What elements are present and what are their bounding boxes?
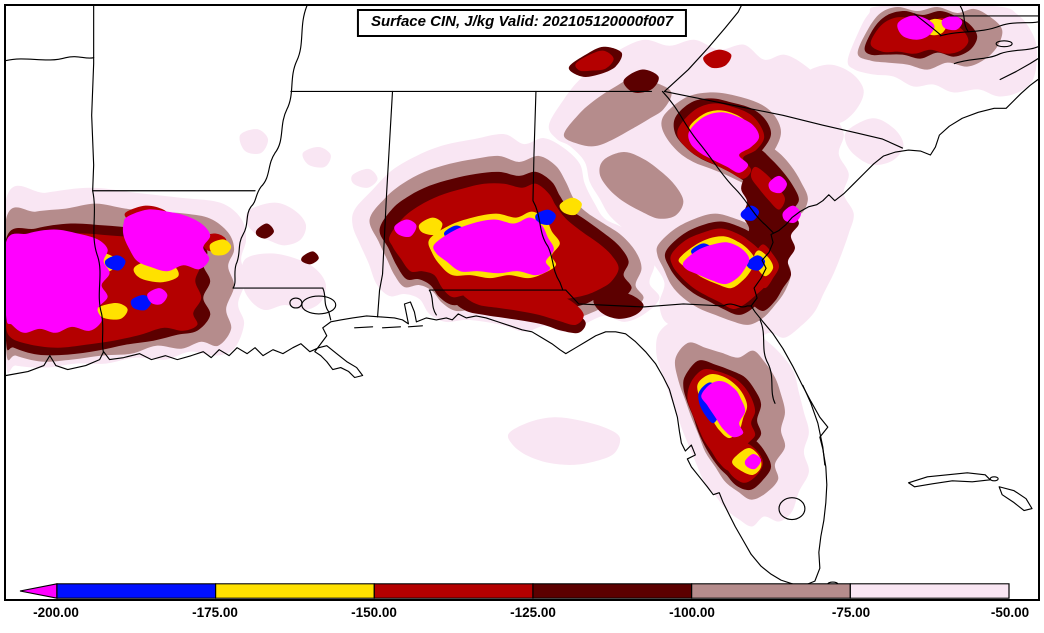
cin-region-red [575, 50, 614, 72]
cin-region-lightpink [800, 64, 864, 124]
colorbar-segment-blue [56, 583, 217, 599]
geography-layer [6, 6, 1038, 594]
cin-region-yellow [209, 239, 232, 256]
colorbar-tick-label: -75.00 [831, 605, 871, 620]
cin-region-lightpink [507, 417, 621, 465]
map-canvas [6, 6, 1038, 594]
cin-region-blue [130, 295, 152, 311]
colorbar-tick-label: -50.00 [990, 605, 1030, 620]
cin-region-lightpink [351, 168, 378, 188]
colorbar-canvas [19, 583, 1010, 599]
map-title: Surface CIN, J/kg Valid: 202105120000f00… [356, 9, 688, 37]
colorbar-segment-yellow [215, 583, 375, 599]
river-mississippi [232, 6, 308, 289]
colorbar-tick-label: -125.00 [510, 605, 556, 620]
barrier-islands-ms [354, 325, 423, 329]
cin-region-magenta [941, 15, 963, 31]
cin-region-blue [740, 205, 760, 221]
state-line-ms-al [376, 90, 394, 318]
cin-region-magenta [688, 112, 760, 173]
cin-region-lightpink [844, 118, 904, 166]
river-arkansas [6, 56, 95, 62]
lagoon-indian-river [802, 384, 826, 466]
cin-region-magenta [744, 453, 762, 470]
colorbar-tick-label: -150.00 [351, 605, 397, 620]
river-pearl [322, 287, 332, 321]
colorbar-tick-label: -200.00 [33, 605, 79, 620]
cin-region-yellow [95, 302, 128, 320]
cin-region-lightpink [245, 202, 307, 246]
cin-region-maroon [301, 251, 319, 265]
cin-region-magenta [394, 219, 417, 238]
cin-region-magenta [433, 217, 554, 276]
state-line-ga-sc [661, 90, 774, 234]
colorbar-segment-mauve [691, 583, 851, 599]
state-line-tx-ar [91, 6, 95, 192]
cin-region-lightpink [239, 129, 269, 155]
cin-region-maroon [593, 290, 644, 319]
colorbar-tick-label: -175.00 [192, 605, 238, 620]
cin-region-maroon [255, 223, 274, 239]
state-line-tn-nc [663, 6, 742, 92]
cin-region-blue [746, 255, 766, 271]
river-perdido [428, 289, 437, 316]
cin-region-magenta [782, 205, 801, 223]
colorbar-segment-red [373, 583, 534, 599]
cin-region-red [459, 275, 584, 326]
cin-region-yellow [418, 217, 443, 236]
cin-colorbar [18, 582, 1010, 600]
cin-region-magenta [682, 242, 750, 285]
lake-mattamuskeet [995, 40, 1013, 48]
barrier-islands-nc [999, 58, 1038, 81]
colorbar-tick-row: -200.00 -175.00 -150.00 -125.00 -100.00 -75.0… [0, 605, 1044, 625]
cin-region-mauve [563, 76, 672, 147]
sound-albemarle [939, 21, 1038, 37]
cin-region-red [750, 166, 785, 210]
colorbar-segment-maroon [532, 583, 693, 599]
colorbar-segment-lightpink [849, 583, 1010, 599]
cin-region-red [703, 49, 732, 69]
cin-region-magenta [147, 288, 168, 305]
cin-region-magenta [6, 229, 110, 333]
lake-maurepas [289, 297, 303, 309]
colorbar-underflow-arrow [19, 583, 58, 599]
cin-region-yellow [559, 197, 582, 216]
cin-region-magenta [897, 15, 935, 40]
cin-region-blue [104, 255, 126, 271]
state-line-ga-fl [565, 289, 752, 308]
lake-okeechobee [778, 497, 806, 521]
state-line-nc-sc [663, 90, 904, 149]
cin-region-magenta [768, 175, 787, 194]
cin-region-mauve [599, 152, 684, 219]
island-cay [989, 476, 999, 482]
sound-pamlico [953, 46, 1038, 65]
cin-region-blue [535, 209, 556, 225]
cin-region-maroon [623, 69, 659, 93]
map-frame: Surface CIN, J/kg Valid: 202105120000f00… [4, 4, 1040, 601]
island-grand-bahama [907, 472, 991, 488]
cin-region-lightpink [241, 253, 326, 311]
river-nc-2 [959, 6, 969, 33]
island-abaco [998, 486, 1033, 512]
state-line-al-ga [532, 90, 564, 291]
colorbar-tick-label: -100.00 [669, 605, 715, 620]
cin-region-magenta [701, 381, 746, 438]
cin-region-lightpink [302, 147, 331, 168]
river-st-johns [759, 319, 776, 404]
state-line-sabine [92, 190, 105, 354]
coastline-gulf-atlantic [6, 78, 1038, 586]
cin-contour-fill-layer [6, 6, 1038, 527]
cin-region-magenta [122, 209, 211, 272]
river-nc-1 [913, 13, 941, 36]
